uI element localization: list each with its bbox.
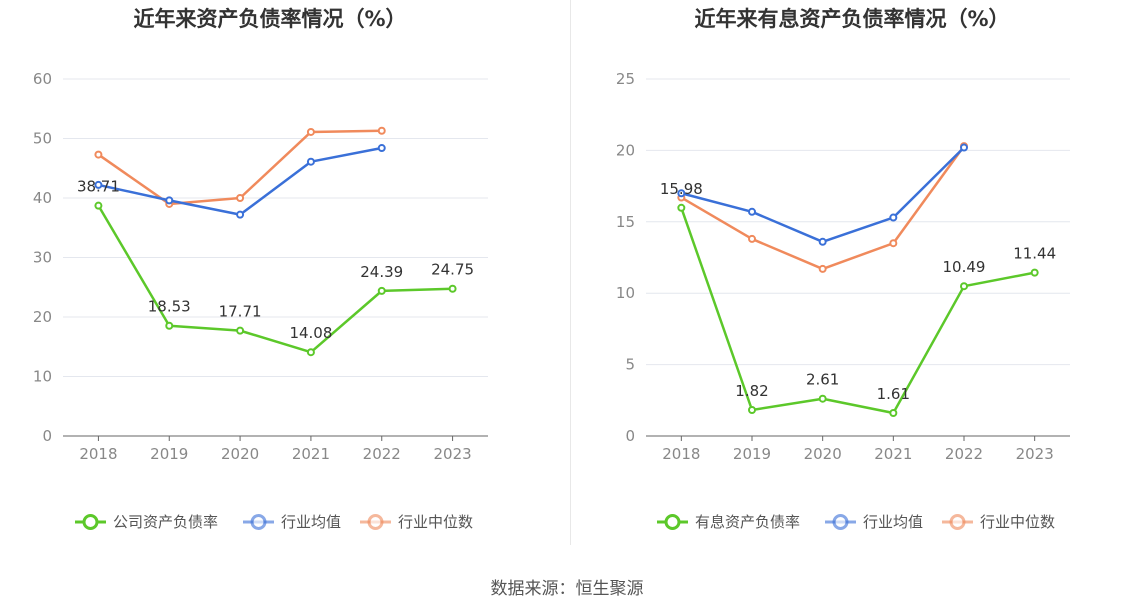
- data-label: 10.49: [943, 258, 986, 276]
- legend-item-3[interactable]: 行业中位数: [360, 513, 473, 531]
- data-label: 18.53: [148, 298, 191, 316]
- y-tick-label: 10: [616, 284, 635, 302]
- data-label: 24.75: [431, 261, 474, 279]
- legend-item-1[interactable]: 有息资产负债率: [657, 513, 800, 531]
- legend-label: 行业中位数: [980, 513, 1055, 531]
- legend-marker-icon: [367, 514, 384, 530]
- data-point[interactable]: [677, 203, 686, 212]
- data-label: 38.71: [77, 178, 120, 196]
- data-label: 17.71: [219, 303, 262, 321]
- series-line-2: [681, 146, 965, 244]
- data-point[interactable]: [889, 409, 898, 418]
- data-point[interactable]: [94, 180, 103, 189]
- legend-label: 行业均值: [281, 513, 341, 531]
- x-tick-label: 2021: [874, 445, 912, 463]
- chart-title: 近年来资产负债率情况（%）: [133, 7, 406, 31]
- series-line-1: [680, 207, 1035, 415]
- y-tick-label: 5: [625, 356, 635, 374]
- data-point[interactable]: [889, 239, 898, 248]
- data-point[interactable]: [94, 150, 103, 159]
- data-point[interactable]: [818, 394, 827, 403]
- data-point[interactable]: [818, 237, 827, 246]
- y-tick-label: 60: [33, 70, 52, 88]
- legend-item-1[interactable]: 公司资产负债率: [75, 513, 218, 531]
- x-tick-label: 2019: [733, 445, 771, 463]
- chart-1: 近年来资产负债率情况（%） 0 10 20 30 40 50 60 2018 2019 2020 20…: [33, 7, 488, 531]
- data-point[interactable]: [94, 201, 103, 210]
- data-point[interactable]: [306, 157, 315, 166]
- chart-divider: [570, 0, 571, 545]
- data-label: 1.82: [735, 382, 768, 400]
- data-point[interactable]: [748, 406, 756, 415]
- legend-item-2[interactable]: 行业均值: [825, 513, 923, 531]
- y-tick-label: 40: [33, 189, 52, 207]
- x-tick-label: 2022: [945, 445, 983, 463]
- y-tick-label: 20: [616, 141, 635, 159]
- legend-marker-icon: [949, 514, 966, 530]
- data-point[interactable]: [377, 144, 386, 153]
- y-tick-label: 25: [616, 70, 635, 88]
- y-tick-label: 15: [616, 213, 635, 231]
- x-tick-label: 2019: [150, 445, 188, 463]
- y-tick-label: 20: [33, 308, 52, 326]
- chart-title: 近年来有息资产负债率情况（%）: [694, 7, 1009, 31]
- x-tick-label: 2018: [662, 445, 700, 463]
- data-point[interactable]: [960, 282, 968, 291]
- data-point[interactable]: [236, 326, 245, 335]
- y-tick-label: 0: [625, 427, 635, 445]
- data-label: 11.44: [1013, 245, 1056, 263]
- data-point[interactable]: [818, 264, 827, 273]
- legend-label: 行业均值: [863, 513, 923, 531]
- data-label: 1.61: [877, 385, 910, 403]
- data-point[interactable]: [236, 194, 245, 202]
- legend-label: 有息资产负债率: [695, 513, 800, 531]
- data-point[interactable]: [748, 207, 756, 216]
- y-tick-label: 30: [33, 249, 52, 267]
- data-point[interactable]: [448, 284, 457, 293]
- x-tick-label: 2020: [804, 445, 842, 463]
- data-point[interactable]: [677, 189, 686, 198]
- data-label: 14.08: [289, 324, 332, 342]
- data-point[interactable]: [377, 286, 386, 295]
- x-tick-label: 2023: [1016, 445, 1054, 463]
- legend-marker-icon: [82, 514, 99, 530]
- data-point[interactable]: [889, 213, 898, 222]
- data-point[interactable]: [960, 143, 968, 152]
- x-tick-label: 2020: [221, 445, 259, 463]
- x-tick-label: 2021: [292, 445, 330, 463]
- legend-marker-icon: [250, 514, 267, 530]
- x-tick-label: 2023: [433, 445, 471, 463]
- legend-marker-icon: [664, 514, 681, 530]
- y-tick-label: 50: [33, 130, 52, 148]
- data-point[interactable]: [306, 127, 315, 136]
- series-line-3: [680, 145, 966, 271]
- legend-item-2[interactable]: 行业均值: [243, 513, 341, 531]
- legend-label: 公司资产负债率: [113, 513, 218, 531]
- data-point[interactable]: [1030, 268, 1039, 277]
- series-line-2: [98, 146, 382, 216]
- y-tick-label: 10: [33, 368, 52, 386]
- data-label: 2.61: [806, 371, 839, 389]
- data-label: 24.39: [360, 263, 403, 281]
- legend-marker-icon: [832, 514, 849, 530]
- legend-item-3[interactable]: 行业中位数: [942, 513, 1055, 531]
- data-label: 15.98: [660, 180, 703, 198]
- data-point[interactable]: [236, 210, 245, 219]
- series-line-1: [97, 205, 453, 354]
- y-tick-label: 0: [42, 427, 52, 445]
- data-point[interactable]: [748, 234, 756, 243]
- data-source-note: 数据来源：恒生聚源: [490, 579, 644, 599]
- data-point[interactable]: [306, 348, 315, 357]
- data-point[interactable]: [377, 126, 386, 135]
- data-point[interactable]: [165, 196, 174, 205]
- x-tick-label: 2022: [363, 445, 401, 463]
- data-point[interactable]: [165, 321, 174, 330]
- legend-label: 行业中位数: [398, 513, 473, 531]
- x-tick-label: 2018: [79, 445, 117, 463]
- chart-2: 近年来有息资产负债率情况（%） 0 5 10 15 20 25 2018 2019 2020 202…: [616, 7, 1070, 531]
